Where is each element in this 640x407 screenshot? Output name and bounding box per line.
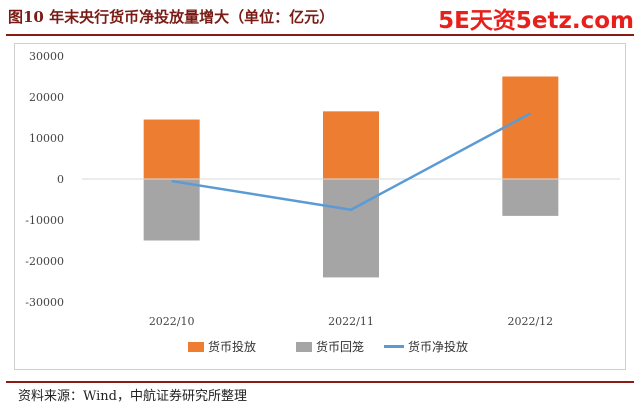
bar-withdrawal	[143, 179, 200, 241]
source-note: 资料来源：Wind，中航证券研究所整理	[18, 389, 247, 404]
bar-withdrawal	[502, 179, 559, 216]
legend-swatch-withdrawal	[296, 341, 312, 352]
bottom-rule	[6, 381, 634, 383]
x-tick-label: 2022/12	[507, 315, 553, 328]
legend-label-withdrawal: 货币回笼	[316, 340, 365, 354]
y-tick-label: 30000	[29, 50, 64, 63]
chart-frame	[14, 43, 626, 370]
figure-title: 图10 年末央行货币净投放量增大（单位：亿元）	[8, 8, 335, 26]
legend-item-injection: 货币投放	[188, 338, 256, 355]
legend-swatch-net	[384, 345, 404, 348]
legend-item-net: 货币净投放	[384, 338, 468, 355]
y-tick-label: 20000	[29, 91, 64, 104]
legend-label-injection: 货币投放	[208, 340, 257, 354]
x-tick-label: 2022/11	[328, 315, 374, 328]
y-tick-label: -20000	[25, 255, 64, 268]
legend-item-withdrawal: 货币回笼	[296, 338, 364, 355]
y-tick-label: -30000	[25, 296, 64, 309]
bar-injection	[323, 111, 379, 179]
legend-label-net: 货币净投放	[408, 340, 469, 354]
bar-injection	[143, 119, 200, 179]
legend-swatch-injection	[188, 341, 204, 352]
bar-injection	[502, 76, 559, 179]
top-rule	[6, 34, 634, 36]
x-tick-label: 2022/10	[149, 315, 195, 328]
watermark-logo: 5E天资5etz.com	[438, 8, 634, 34]
chart-legend: 货币投放 货币回笼 货币净投放	[0, 338, 640, 358]
bar-withdrawal	[323, 179, 379, 278]
y-tick-label: 10000	[29, 132, 64, 145]
y-tick-label: 0	[57, 173, 64, 186]
y-tick-label: -10000	[25, 214, 64, 227]
